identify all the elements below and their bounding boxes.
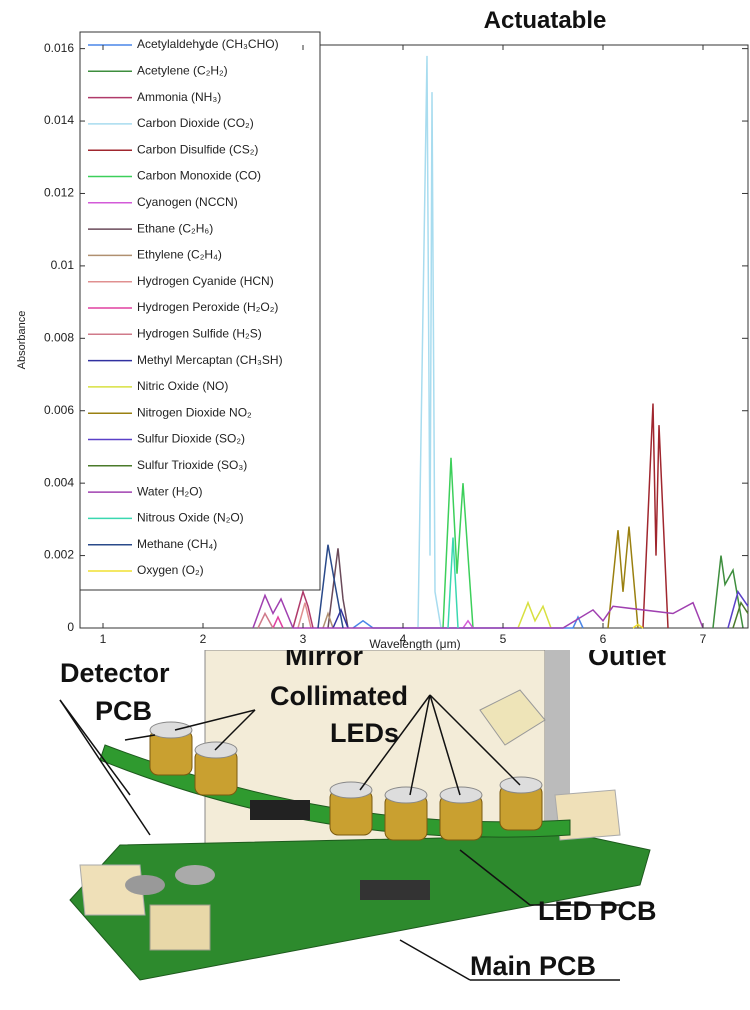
series-line xyxy=(258,614,273,629)
y-tick-label: 0 xyxy=(67,620,74,634)
legend-label: Nitrogen Dioxide NO₂ xyxy=(137,405,252,419)
label: Main PCB xyxy=(470,951,596,981)
series-line xyxy=(418,56,441,628)
series-line xyxy=(518,603,551,628)
label: Collimated xyxy=(270,681,408,711)
legend-label: Hydrogen Peroxide (H₂O₂) xyxy=(137,300,278,314)
label: PCB xyxy=(95,696,152,726)
y-tick-label: 0.014 xyxy=(44,113,74,127)
y-tick-label: 0.01 xyxy=(51,258,75,272)
chart-title: Actuatable xyxy=(484,7,607,34)
x-axis-label: Wavelength (μm) xyxy=(369,637,460,650)
legend-label: Oxygen (O₂) xyxy=(137,563,204,577)
series-line xyxy=(273,617,283,628)
legend-label: Sulfur Dioxide (SO₂) xyxy=(137,432,245,446)
legend-label: Nitrous Oxide (N₂O) xyxy=(137,511,244,525)
legend-label: Ethylene (C₂H₄) xyxy=(137,248,222,262)
y-axis-label: Absorbance xyxy=(16,311,28,370)
capacitor xyxy=(175,865,215,885)
legend-label: Ammonia (NH₃) xyxy=(137,90,221,104)
x-tick-label: 5 xyxy=(500,632,507,646)
chip xyxy=(250,800,310,820)
label: Outlet xyxy=(588,650,666,671)
y-tick-label: 0.016 xyxy=(44,41,74,55)
capacitor xyxy=(125,875,165,895)
legend-label: Ethane (C₂H₆) xyxy=(137,221,213,235)
diagram: Detector PCB Collimated LEDs Mirror Outl… xyxy=(0,650,750,1010)
legend-label: Acetylaldehyde (CH₃CHO) xyxy=(137,37,279,51)
x-tick-label: 1 xyxy=(100,632,107,646)
series-line xyxy=(463,621,473,628)
legend-label: Cyanogen (NCCN) xyxy=(137,195,238,209)
legend-label: Water (H₂O) xyxy=(137,484,203,498)
y-tick-label: 0.002 xyxy=(44,548,74,562)
plot-area xyxy=(253,56,748,628)
label: LED PCB xyxy=(538,896,657,926)
chart: Actuatable Acetylaldehyde (CH₃CHO) Acetyl… xyxy=(0,0,750,650)
y-tick-label: 0.006 xyxy=(44,403,74,417)
x-tick-label: 6 xyxy=(600,632,607,646)
legend-label: Carbon Monoxide (CO) xyxy=(137,169,261,183)
legend-label: Methyl Mercaptan (CH₃SH) xyxy=(137,353,283,367)
label: Mirror xyxy=(285,650,364,671)
legend-label: Hydrogen Cyanide (HCN) xyxy=(137,274,274,288)
page: {"chart_data": {"type": "line", "title":… xyxy=(0,0,750,1010)
legend-label: Nitric Oxide (NO) xyxy=(137,379,228,393)
series-line xyxy=(443,458,473,628)
legend-label: Carbon Dioxide (CO₂) xyxy=(137,116,254,130)
series-line xyxy=(298,603,311,628)
legend-label: Sulfur Trioxide (SO₃) xyxy=(137,458,247,472)
legend-label: Methane (CH₄) xyxy=(137,537,217,551)
series-line xyxy=(643,404,668,629)
x-tick-label: 4 xyxy=(400,632,407,646)
legend-label: Acetylene (C₂H₂) xyxy=(137,63,228,77)
y-tick-label: 0.004 xyxy=(44,475,74,489)
x-tick-label: 7 xyxy=(700,632,707,646)
y-tick-label: 0.008 xyxy=(44,330,74,344)
label: LEDs xyxy=(330,718,399,748)
series-line xyxy=(608,527,638,628)
header-block xyxy=(150,905,210,950)
chip xyxy=(360,880,430,900)
x-tick-label: 2 xyxy=(200,632,207,646)
legend-label: Carbon Disulfide (CS₂) xyxy=(137,142,258,156)
x-tick-label: 3 xyxy=(300,632,307,646)
legend-label: Hydrogen Sulfide (H₂S) xyxy=(137,326,262,340)
label: Detector xyxy=(60,658,170,688)
y-tick-label: 0.012 xyxy=(44,186,74,200)
